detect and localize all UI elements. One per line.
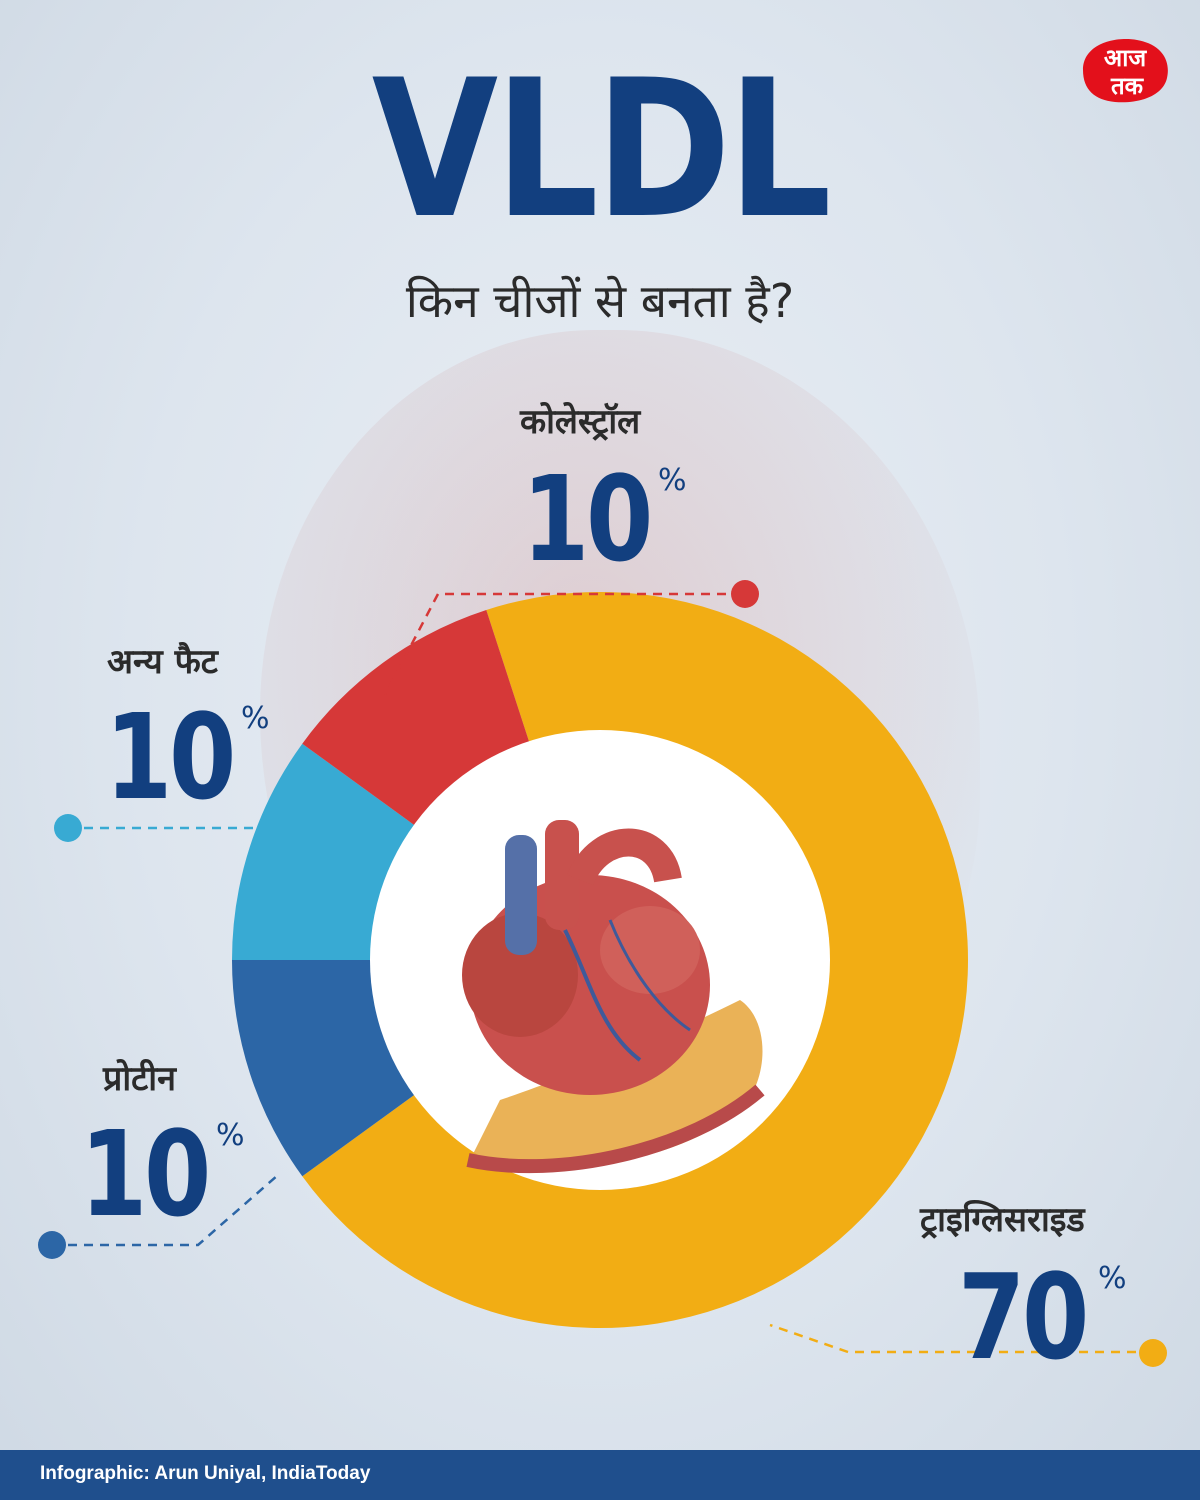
value-protein: 10 % — [80, 1115, 250, 1235]
value-triglyceride-number: 70 — [958, 1248, 1089, 1386]
value-other-fat-percent: % — [241, 701, 270, 736]
value-other-fat: 10 % — [105, 698, 275, 818]
label-protein: प्रोटीन — [103, 1059, 176, 1099]
value-cholesterol-percent: % — [658, 463, 687, 498]
value-protein-number: 10 — [80, 1105, 211, 1243]
label-other-fat: अन्य फैट — [107, 642, 218, 682]
slice-protein — [232, 960, 424, 1177]
page-title: VLDL — [371, 39, 832, 260]
value-other-fat-number: 10 — [105, 688, 236, 826]
value-triglyceride: 70 % — [958, 1258, 1138, 1378]
leader-triglyceride — [769, 1323, 1152, 1354]
label-cholesterol: कोलेस्ट्रॉल — [520, 402, 641, 442]
aaj-tak-logo: आज तक — [1083, 39, 1168, 103]
heart-illustration — [370, 730, 830, 1190]
footer-bar: Infographic: Arun Uniyal, IndiaToday — [0, 1450, 1200, 1500]
dot-cholesterol — [731, 580, 759, 608]
value-protein-percent: % — [216, 1118, 245, 1153]
label-triglyceride: ट्राइग्लिसराइड — [920, 1200, 1085, 1240]
leader-protein — [52, 1174, 279, 1247]
slice-other-fat — [232, 743, 424, 960]
dot-triglyceride — [1139, 1339, 1167, 1367]
value-cholesterol-number: 10 — [522, 450, 653, 588]
value-cholesterol: 10 % — [522, 460, 692, 580]
dot-other-fat — [54, 814, 82, 842]
logo-text-top: आज — [1104, 44, 1148, 72]
value-triglyceride-percent: % — [1098, 1261, 1127, 1296]
logo-text-bottom: तक — [1110, 72, 1145, 100]
footer-credit: Infographic: Arun Uniyal, IndiaToday — [40, 1463, 371, 1484]
dot-protein — [38, 1231, 66, 1259]
page-subtitle: किन चीजों से बनता है? — [405, 274, 795, 328]
leader-cholesterol — [383, 592, 742, 696]
